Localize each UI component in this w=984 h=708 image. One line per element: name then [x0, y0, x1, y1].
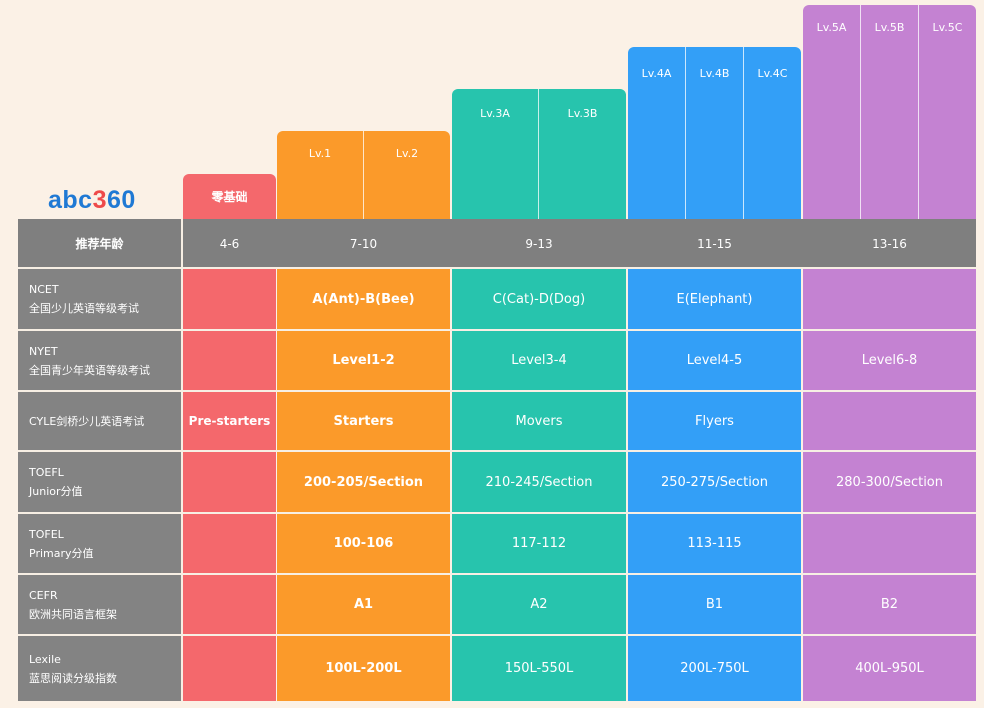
table-cell: C(Cat)-D(Dog) [492, 291, 586, 307]
column-level-3 [452, 219, 626, 701]
table-cell [803, 269, 976, 329]
row-label-line: CYLE剑桥少儿英语考试 [29, 414, 145, 428]
level-group-3-header: Lv.4A Lv.4B Lv.4C [628, 47, 801, 219]
row-label-line: 全国少儿英语等级考试 [29, 302, 139, 315]
table-cell [183, 514, 276, 573]
recommended-age-row [18, 219, 976, 268]
level-group-1-header: Lv.1 Lv.2 [277, 131, 450, 219]
table-cell: 280-300/Section [836, 474, 943, 490]
table-cell: B2 [880, 597, 899, 612]
table-cell [183, 269, 276, 329]
level-label: Lv.2 [363, 131, 450, 219]
logo-suffix: 60 [107, 186, 136, 214]
row-label-line: NCET [29, 283, 59, 296]
level-label: Lv.4B [685, 47, 743, 219]
row-label-line: 欧洲共同语言框架 [29, 607, 117, 621]
level-label: Lv.5B [860, 5, 918, 219]
level-group-4-header: Lv.5A Lv.5B Lv.5C [803, 5, 976, 219]
table-cell [803, 392, 976, 450]
row-label-line: 蓝思阅读分级指数 [29, 671, 117, 685]
row-label-line: Junior分值 [29, 485, 83, 498]
table-cell: Level6-8 [861, 353, 918, 368]
row-label-cefr: CEFR 欧洲共同语言框架 [18, 575, 181, 634]
table-cell: A2 [530, 597, 548, 612]
table-cell: 250-275/Section [661, 474, 768, 490]
level-label: Lv.4C [743, 47, 801, 219]
row-label-line: CEFR [29, 588, 58, 602]
table-cell: 117-112 [511, 536, 567, 551]
row-divider [18, 512, 976, 514]
table-cell [183, 452, 276, 512]
table-cell: Level3-4 [511, 353, 567, 368]
row-divider [18, 573, 976, 575]
age-cell: 7-10 [349, 236, 378, 251]
age-cell: 13-16 [872, 236, 907, 251]
table-cell: 100-106 [333, 536, 394, 551]
table-cell: Starters [333, 413, 394, 429]
row-label-toefl-junior: TOEFL Junior分值 [18, 452, 181, 512]
table-cell: Movers [515, 413, 563, 429]
table-cell: Level1-2 [332, 353, 395, 368]
table-cell [183, 331, 276, 390]
table-cell [183, 636, 276, 701]
level-label: Lv.5A [816, 21, 847, 34]
zero-level-label: 零基础 [211, 190, 248, 204]
age-cell: 9-13 [525, 236, 553, 251]
level-label: Lv.1 [308, 147, 332, 160]
level-label: Lv.5C [918, 5, 976, 219]
table-cell: 210-245/Section [485, 474, 593, 490]
row-label-line: Lexile [29, 652, 61, 666]
row-divider [18, 450, 976, 452]
table-cell: B1 [705, 597, 724, 612]
table-cell [183, 575, 276, 634]
column-level-4 [628, 219, 801, 701]
row-label-ncet: NCET 全国少儿英语等级考试 [18, 269, 181, 329]
table-cell: 150L-550L [504, 661, 574, 676]
logo-accent: 3 [92, 186, 107, 214]
logo-prefix: abc [48, 186, 93, 214]
row-label-line: Primary分值 [29, 546, 94, 560]
row-label-nyet: NYET 全国青少年英语等级考试 [18, 331, 181, 390]
row-divider [18, 634, 976, 636]
age-cell: 11-15 [697, 236, 732, 251]
row-label-tofel-primary: TOFEL Primary分值 [18, 514, 181, 573]
zero-level-header: 零基础 [183, 174, 276, 219]
header-label: 推荐年龄 [75, 237, 124, 251]
row-label-lexile: Lexile 蓝思阅读分级指数 [18, 636, 181, 701]
row-divider [18, 329, 976, 331]
table-cell: Level4-5 [686, 353, 743, 368]
table-cell: A1 [353, 597, 374, 612]
column-level-1-2 [277, 219, 450, 701]
row-label-line: TOEFL [29, 466, 64, 479]
column-zero-level [183, 219, 276, 701]
table-cell: 113-115 [687, 536, 742, 551]
row-label-cyle: CYLE剑桥少儿英语考试 [18, 392, 181, 450]
table-cell: Pre-starters [188, 414, 271, 428]
column-level-5 [803, 219, 976, 701]
table-cell: E(Elephant) [676, 291, 753, 307]
level-label: Lv.3A [480, 107, 510, 120]
column-divider [181, 219, 183, 701]
row-label-line: NYET [29, 344, 58, 358]
age-cell: 4-6 [219, 236, 240, 251]
level-label: Lv.4A [641, 67, 672, 80]
level-label: Lv.3B [538, 89, 626, 219]
level-group-2-header: Lv.3A Lv.3B [452, 89, 626, 219]
table-cell: 400L-950L [855, 661, 924, 676]
row-label-line: TOFEL [29, 527, 64, 541]
table-cell: Flyers [695, 413, 734, 429]
abc360-logo: abc360 [48, 186, 136, 215]
row-divider [18, 390, 976, 392]
table-cell [803, 514, 976, 573]
table-cell: A(Ant)-B(Bee) [312, 291, 415, 307]
table-cell: 200L-750L [680, 661, 749, 676]
row-label-line: 全国青少年英语等级考试 [29, 363, 150, 377]
table-cell: 100L-200L [325, 661, 402, 676]
row-divider [18, 267, 976, 269]
table-cell: 200-205/Section [303, 474, 424, 490]
